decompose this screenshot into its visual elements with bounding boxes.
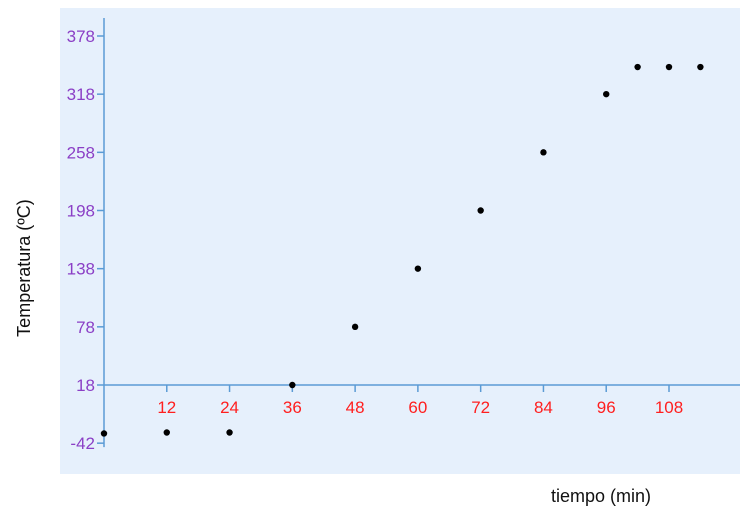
x-tick-label: 84 (534, 398, 553, 417)
data-point (163, 429, 170, 436)
y-axis-title: Temperatura (ºC) (14, 199, 34, 337)
data-point (100, 430, 108, 437)
x-tick-label: 12 (157, 398, 176, 417)
data-point (289, 381, 296, 389)
x-axis-title: tiempo (min) (551, 486, 651, 506)
y-tick-label: 78 (76, 318, 95, 337)
plot-area (60, 8, 740, 474)
y-tick-label: 258 (67, 143, 95, 162)
x-tick-label: 24 (220, 398, 239, 417)
data-point (603, 90, 610, 98)
x-tick-label: 48 (346, 398, 365, 417)
x-tick-label: 108 (655, 398, 683, 417)
x-tick-label: 36 (283, 398, 302, 417)
data-point (634, 63, 641, 71)
y-tick-label: 318 (67, 85, 95, 104)
x-tick-label: 72 (471, 398, 490, 417)
y-tick-label: 198 (67, 202, 95, 221)
y-tick-label: -42 (70, 434, 95, 453)
y-tick-label: 18 (76, 376, 95, 395)
y-axis-ticks: -42 18 78 138 198 258 318 378 (67, 27, 104, 453)
data-point (477, 207, 484, 214)
data-point (540, 149, 547, 156)
data-point (226, 429, 233, 436)
x-tick-label: 60 (408, 398, 427, 417)
y-tick-label: 138 (67, 260, 95, 279)
data-points (100, 63, 704, 437)
y-tick-label: 378 (67, 27, 95, 46)
data-point (697, 63, 704, 71)
x-tick-label: 96 (597, 398, 616, 417)
x-axis-ticks: 12 24 36 48 60 72 84 96 108 (157, 385, 683, 417)
axes (103, 18, 740, 448)
data-point (665, 63, 673, 71)
data-point (351, 323, 359, 331)
data-point (414, 265, 422, 272)
